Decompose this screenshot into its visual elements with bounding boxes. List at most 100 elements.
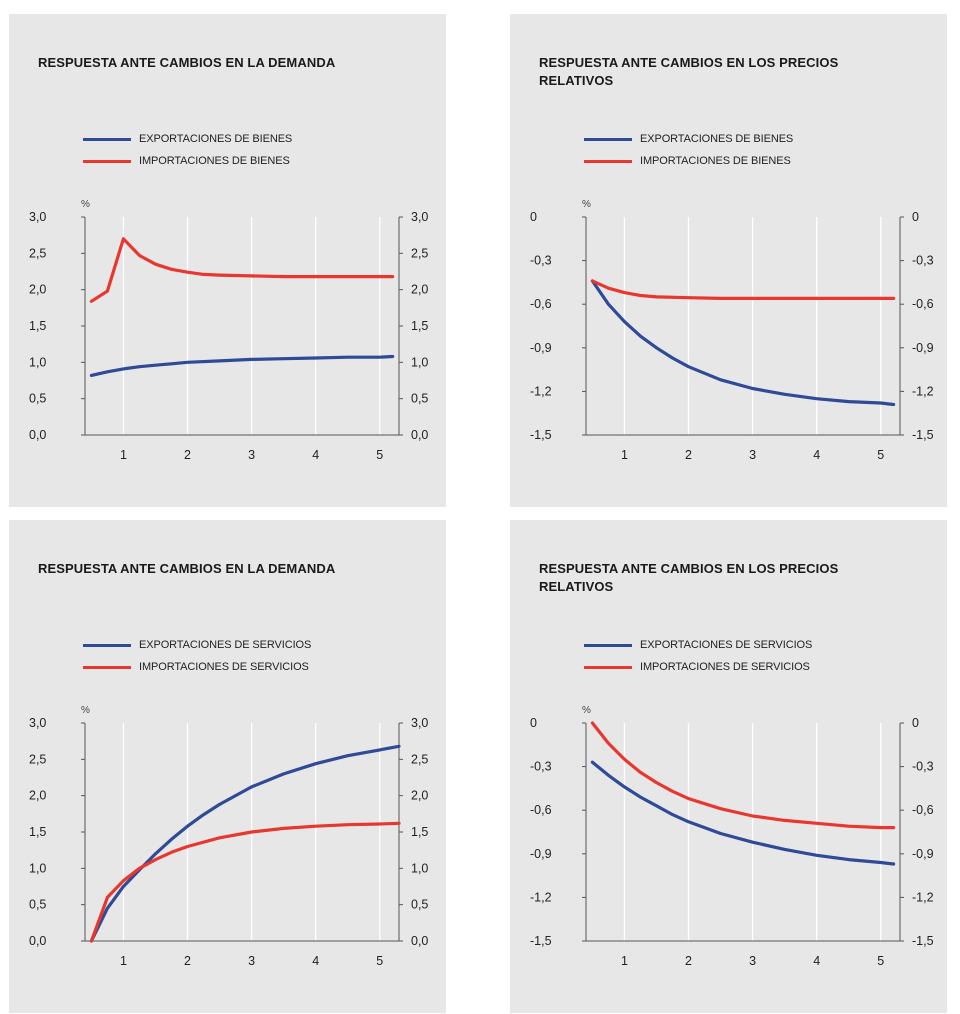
y-tick-label-left: 0,0 [29,934,46,948]
y-tick-label-left: 0,5 [29,898,46,912]
unit-label: % [582,199,591,210]
chart-title: RESPUESTA ANTE CAMBIOS EN LA DEMANDA [38,561,336,576]
y-tick-label-left: -0,3 [530,760,552,774]
chart-plot: 3,0 3,0 2,5 2,5 2,0 2,0 1,5 1,5 1,0 1,0 0,5 0,5 0,0 0… [29,705,428,968]
legend-item-exports: EXPORTACIONES DE BIENES [584,128,793,150]
y-tick-label-left: -1,2 [530,384,552,398]
y-tick-label-left: -1,2 [530,890,552,904]
unit-label: % [81,199,90,210]
x-tick-label: 5 [376,954,383,968]
y-tick-label-left: 1,5 [29,825,46,839]
series-line-imports [590,721,896,830]
y-tick-label-right: -1,5 [912,934,934,948]
x-tick-label: 3 [749,448,756,462]
legend: EXPORTACIONES DE BIENES IMPORTACIONES DE… [584,128,793,172]
x-tick-label: 1 [120,954,127,968]
y-tick-label-right: 0,0 [411,934,428,948]
x-tick-label: 4 [312,954,319,968]
y-tick-label-left: 3,0 [29,716,46,730]
legend-label: IMPORTACIONES DE BIENES [640,155,791,167]
legend-label: EXPORTACIONES DE BIENES [640,133,794,145]
y-tick-label-right: 2,0 [411,283,428,297]
y-tick-label-right: -0,6 [912,803,934,817]
x-tick-label: 4 [813,954,820,968]
y-tick-label-right: -1,2 [912,384,934,398]
y-tick-label-left: -1,5 [530,428,552,442]
y-tick-label-right: 0,5 [411,392,428,406]
y-tick-label-left: -0,9 [530,847,552,861]
x-tick-label: 4 [813,448,820,462]
x-tick-label: 1 [120,448,127,462]
y-tick-label-left: 1,0 [29,861,46,875]
x-tick-label: 3 [749,954,756,968]
y-tick-label-left: 2,0 [29,283,46,297]
x-tick-label: 5 [877,954,884,968]
y-tick-label-left: 0 [530,716,537,730]
legend-item-imports: IMPORTACIONES DE SERVICIOS [83,656,311,678]
y-tick-label-right: 2,5 [411,246,428,260]
y-tick-label-right: 1,0 [411,861,428,875]
chart-title: RESPUESTA ANTE CAMBIOS EN LA DEMANDA [38,55,336,70]
y-tick-label-left: -0,6 [530,803,552,817]
legend-label: EXPORTACIONES DE SERVICIOS [640,639,813,651]
y-tick-label-right: -0,3 [912,254,934,268]
x-tick-label: 5 [877,448,884,462]
legend-item-exports: EXPORTACIONES DE SERVICIOS [83,634,311,656]
y-tick-label-right: -1,2 [912,890,934,904]
legend-item-imports: IMPORTACIONES DE BIENES [584,150,793,172]
y-tick-label-right: 3,0 [411,210,428,224]
legend-label: IMPORTACIONES DE SERVICIOS [640,661,810,673]
chart-panel-demand-goods: RESPUESTA ANTE CAMBIOS EN LA DEMANDA EXP… [9,14,446,507]
x-tick-label: 2 [184,448,191,462]
y-tick-label-right: 1,5 [411,825,428,839]
unit-label: % [582,705,591,716]
legend-swatch-blue [584,137,632,141]
y-tick-label-left: 1,5 [29,319,46,333]
chart-panel-prices-services: RESPUESTA ANTE CAMBIOS EN LOS PRECIOS RE… [510,520,947,1013]
legend-swatch-blue [584,643,632,647]
legend-label: EXPORTACIONES DE BIENES [139,133,293,145]
y-tick-label-right: 1,0 [411,355,428,369]
x-tick-label: 3 [248,448,255,462]
unit-label: % [81,705,90,716]
legend-label: EXPORTACIONES DE SERVICIOS [139,639,312,651]
y-tick-label-left: 1,0 [29,355,46,369]
legend-swatch-blue [83,137,131,141]
y-tick-label-left: -0,6 [530,297,552,311]
series-line-imports [89,821,401,943]
x-tick-label: 2 [685,954,692,968]
chart-plot: 3,0 3,0 2,5 2,5 2,0 2,0 1,5 1,5 1,0 1,0 0,5 0,5 0,0 0… [29,199,428,462]
y-tick-label-right: 0,5 [411,898,428,912]
y-tick-label-left: 3,0 [29,210,46,224]
legend-swatch-red [584,159,632,163]
y-tick-label-right: 2,5 [411,752,428,766]
y-tick-label-left: -0,9 [530,341,552,355]
y-tick-label-right: -0,3 [912,760,934,774]
series-line-exports [590,760,896,866]
chart-panel-prices-goods: RESPUESTA ANTE CAMBIOS EN LOS PRECIOS RE… [510,14,947,507]
legend-swatch-red [584,665,632,669]
legend-item-imports: IMPORTACIONES DE SERVICIOS [584,656,812,678]
series-line-exports [590,279,896,407]
legend-label: IMPORTACIONES DE SERVICIOS [139,661,309,673]
legend-label: IMPORTACIONES DE BIENES [139,155,290,167]
x-tick-label: 2 [184,954,191,968]
y-tick-label-left: 0,0 [29,428,46,442]
chart-plot: 0 0 -0,3 -0,3 -0,6 -0,6 -0,9 -0,9 -1,2 -1,2 -1,5 -1… [530,199,934,462]
legend-item-exports: EXPORTACIONES DE SERVICIOS [584,634,812,656]
legend: EXPORTACIONES DE BIENES IMPORTACIONES DE… [83,128,292,172]
x-tick-label: 2 [685,448,692,462]
legend: EXPORTACIONES DE SERVICIOS IMPORTACIONES… [83,634,311,678]
y-tick-label-right: 0,0 [411,428,428,442]
y-tick-label-left: 2,5 [29,752,46,766]
series-line-imports [590,279,896,300]
y-tick-label-right: 3,0 [411,716,428,730]
y-tick-label-left: 2,5 [29,246,46,260]
chart-plot: 0 0 -0,3 -0,3 -0,6 -0,6 -0,9 -0,9 -1,2 -1,2 -1,5 -1… [530,705,934,968]
y-tick-label-right: 0 [912,210,919,224]
y-tick-label-right: -1,5 [912,428,934,442]
y-tick-label-left: 0,5 [29,392,46,406]
x-tick-label: 1 [621,448,628,462]
chart-title: RESPUESTA ANTE CAMBIOS EN LOS PRECIOS RE… [539,561,839,594]
chart-panel-demand-services: RESPUESTA ANTE CAMBIOS EN LA DEMANDA EXP… [9,520,446,1013]
